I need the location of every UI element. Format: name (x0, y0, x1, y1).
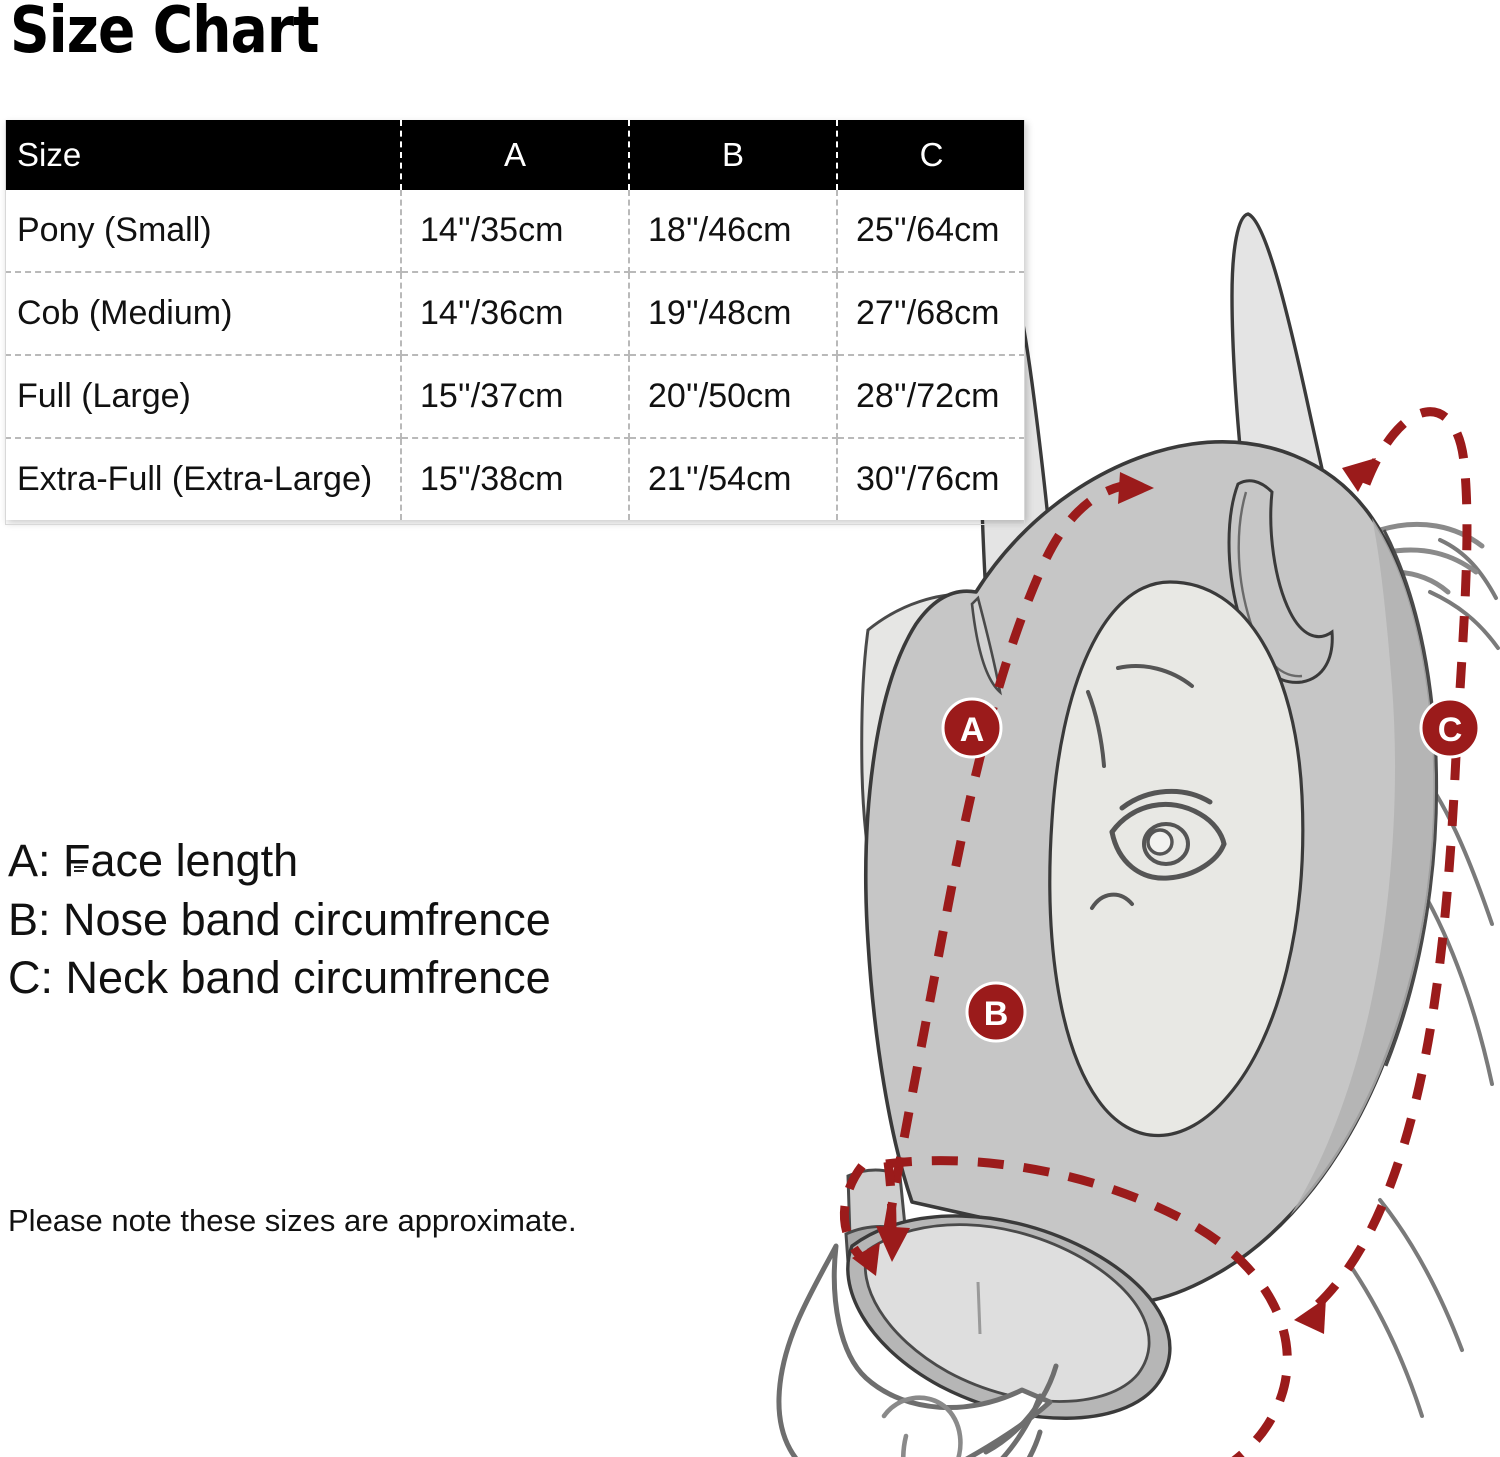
mask-neck-band-shading (1290, 518, 1439, 1216)
measure-marker-c: C (1419, 697, 1481, 759)
cell-b: 19''/48cm (629, 272, 838, 356)
legend-item-a: A: Face length (8, 835, 299, 886)
table-row: Pony (Small) 14''/35cm 18''/46cm 25''/64… (5, 190, 1025, 273)
cell-size: Full (Large) (5, 355, 402, 439)
legend-item-b: B: Nose band circumfrence (8, 893, 551, 945)
cell-c: 28''/72cm (837, 355, 1025, 439)
cell-b: 20''/50cm (629, 355, 838, 439)
cell-b: 21''/54cm (629, 438, 838, 520)
cell-a: 14''/35cm (401, 190, 630, 273)
measure-line-a (883, 472, 1154, 1229)
measure-marker-a-label: A (960, 711, 985, 749)
measure-marker-b-label: B (984, 995, 1009, 1033)
cell-a: 14''/36cm (401, 272, 630, 356)
table-body: Pony (Small) 14''/35cm 18''/46cm 25''/64… (5, 190, 1025, 520)
measure-marker-b: B (965, 981, 1027, 1043)
cell-c: 27''/68cm (837, 272, 1025, 356)
cell-a: 15''/38cm (401, 438, 630, 520)
legend-item-c: C: Neck band circumfrence (8, 952, 551, 1003)
cell-c: 25''/64cm (837, 190, 1025, 273)
mask-eye-panel (1048, 580, 1305, 1138)
table-row: Cob (Medium) 14''/36cm 19''/48cm 27''/68… (5, 272, 1025, 356)
measurement-legend: A: Face length B: Nose band circumfrence… (8, 832, 551, 1008)
mask-nose-band (844, 1168, 1172, 1420)
mask-ear-hole-left (970, 595, 1002, 696)
cell-size: Extra-Full (Extra-Large) (5, 438, 402, 520)
measure-marker-a: A (941, 697, 1003, 759)
column-header-a: A (401, 120, 630, 190)
footnote-text: Please note these sizes are approximate. (8, 1203, 577, 1238)
cell-size: Cob (Medium) (5, 272, 402, 356)
measure-line-b (839, 1156, 1292, 1457)
table-row: Full (Large) 15''/37cm 20''/50cm 28''/72… (5, 355, 1025, 439)
cell-b: 18''/46cm (629, 190, 838, 273)
table-header-row: Size A B C (5, 120, 1025, 190)
column-header-c: C (837, 120, 1025, 190)
table-row: Extra-Full (Extra-Large) 15''/38cm 21''/… (5, 438, 1025, 520)
table-header: Size A B C (5, 120, 1025, 190)
cell-c: 30''/76cm (856, 460, 1000, 498)
horse-eye (1086, 664, 1227, 910)
size-chart-table: Size A B C Pony (Small) 14''/35cm 18''/4… (5, 120, 1025, 520)
column-header-size: Size (5, 120, 402, 190)
horse-muzzle (776, 1243, 1059, 1457)
cell-size: Pony (Small) (5, 190, 402, 273)
cell-a: 15''/37cm (401, 355, 630, 439)
column-header-b: B (629, 120, 838, 190)
page-title: Size Chart (10, 0, 319, 68)
measure-marker-c-label: C (1438, 711, 1463, 749)
